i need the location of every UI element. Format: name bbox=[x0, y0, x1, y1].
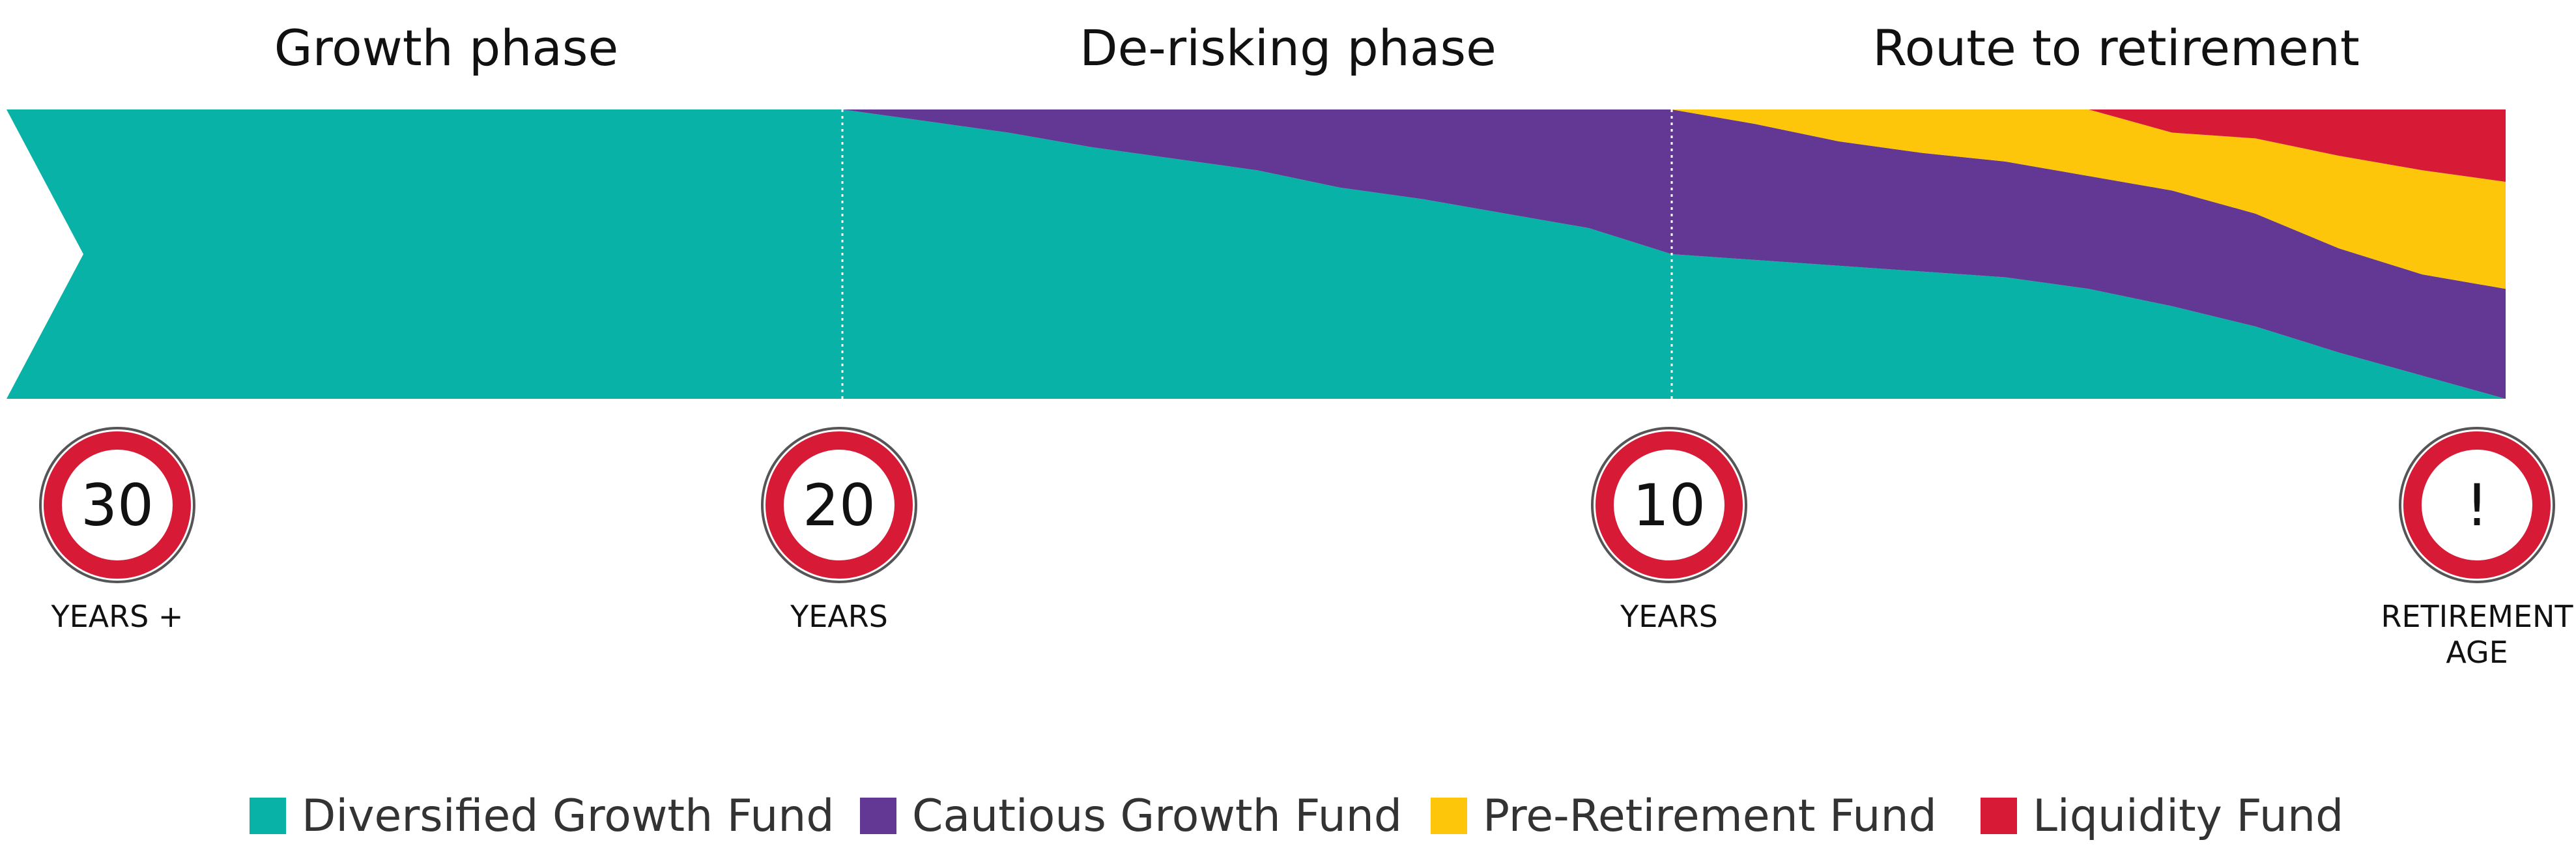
marker-caption: YEARS bbox=[790, 599, 888, 634]
marker-caption: AGE bbox=[2446, 635, 2508, 670]
marker-ring bbox=[44, 431, 191, 579]
legend-item-1: Diversified Growth Fund bbox=[250, 790, 835, 842]
phase-label-route: Route to retirement bbox=[1872, 19, 2360, 77]
marker-3: 10 YEARS bbox=[1591, 427, 1747, 634]
phase-label-derisking: De-risking phase bbox=[1080, 19, 1496, 77]
marker-value: 20 bbox=[803, 472, 876, 539]
legend-item-4: Liquidity Fund bbox=[1981, 790, 2343, 842]
area-cautious-growth-fund bbox=[7, 109, 2506, 399]
marker-outline bbox=[761, 427, 917, 583]
marker-outline bbox=[39, 427, 195, 583]
phase-labels: Growth phase De-risking phase Route to r… bbox=[274, 19, 2360, 77]
legend-item-3: Pre-Retirement Fund bbox=[1431, 790, 1937, 842]
legend: Diversified Growth Fund Cautious Growth F… bbox=[250, 790, 2343, 842]
legend-swatch bbox=[1431, 798, 1467, 834]
marker-2: 20 YEARS bbox=[761, 427, 917, 634]
marker-value: 30 bbox=[81, 472, 154, 539]
marker-value: ! bbox=[2465, 472, 2488, 539]
marker-outline bbox=[2399, 427, 2555, 583]
allocation-areas bbox=[7, 109, 2506, 399]
legend-label: Cautious Growth Fund bbox=[912, 790, 1402, 842]
marker-ring bbox=[766, 431, 913, 579]
legend-label: Diversified Growth Fund bbox=[302, 790, 835, 842]
legend-swatch bbox=[860, 798, 896, 834]
marker-value: 10 bbox=[1633, 472, 1706, 539]
marker-ring bbox=[1596, 431, 1743, 579]
marker-outline bbox=[1591, 427, 1747, 583]
legend-item-2: Cautious Growth Fund bbox=[860, 790, 1402, 842]
marker-caption: YEARS bbox=[1620, 599, 1718, 634]
legend-label: Pre-Retirement Fund bbox=[1483, 790, 1937, 842]
area-diversified-growth-fund bbox=[7, 109, 2506, 399]
marker-caption: YEARS + bbox=[51, 599, 184, 634]
legend-swatch bbox=[250, 798, 286, 834]
phase-label-growth: Growth phase bbox=[274, 19, 619, 77]
legend-swatch bbox=[1981, 798, 2017, 834]
marker-1: 30 YEARS + bbox=[39, 427, 195, 634]
phase-dividers bbox=[841, 109, 1673, 399]
marker-ring bbox=[2403, 431, 2551, 579]
area-liquidity-fund bbox=[7, 109, 2506, 182]
legend-label: Liquidity Fund bbox=[2033, 790, 2343, 842]
marker-caption: RETIREMENT bbox=[2381, 599, 2574, 634]
